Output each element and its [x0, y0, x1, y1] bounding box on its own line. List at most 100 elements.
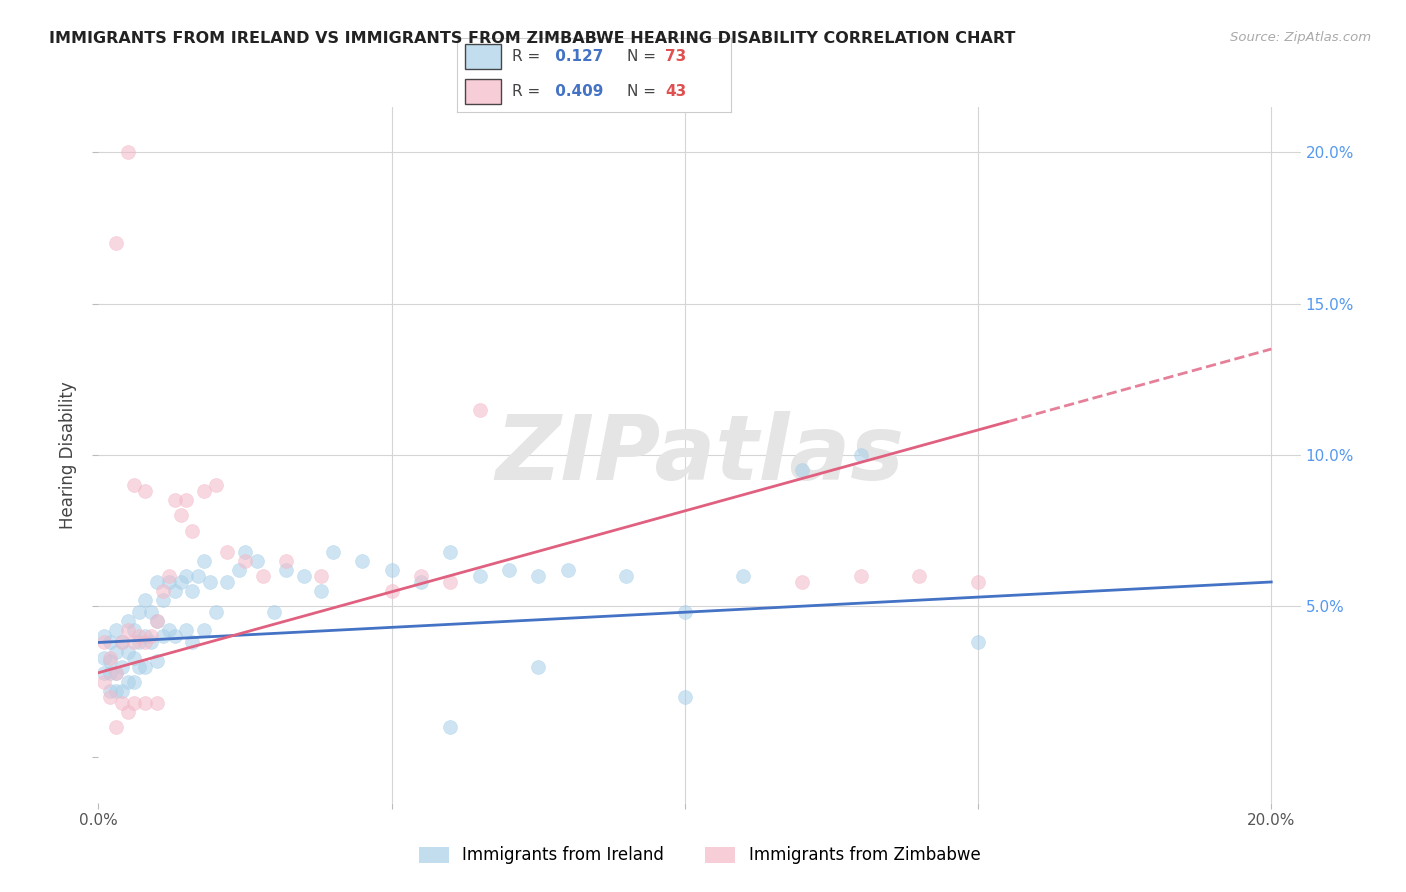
Point [146, 574, 169, 589]
Point [111, 635, 134, 649]
Point [204, 478, 226, 492]
Point [117, 624, 139, 638]
Point [134, 696, 156, 710]
Point [967, 574, 990, 589]
Point [128, 635, 150, 649]
Point [193, 624, 215, 638]
Point [468, 569, 491, 583]
Point [163, 629, 186, 643]
Point [93, 650, 115, 665]
Point [146, 654, 169, 668]
Point [157, 569, 180, 583]
Point [146, 696, 169, 710]
Text: N =: N = [627, 84, 661, 98]
Point [134, 629, 156, 643]
Point [93, 629, 115, 643]
Text: Source: ZipAtlas.com: Source: ZipAtlas.com [1230, 31, 1371, 45]
Point [614, 569, 637, 583]
Point [128, 659, 150, 673]
Point [176, 624, 198, 638]
Point [105, 644, 128, 658]
Point [409, 574, 432, 589]
Legend: Immigrants from Ireland, Immigrants from Zimbabwe: Immigrants from Ireland, Immigrants from… [412, 839, 987, 871]
Point [908, 569, 931, 583]
Point [128, 629, 150, 643]
Point [233, 545, 256, 559]
Point [673, 690, 696, 704]
Point [117, 644, 139, 658]
Point [527, 569, 550, 583]
Point [439, 720, 461, 734]
Point [128, 605, 150, 619]
FancyBboxPatch shape [465, 79, 501, 104]
Point [233, 554, 256, 568]
Point [198, 574, 221, 589]
Point [122, 478, 145, 492]
Point [181, 584, 204, 599]
Point [117, 674, 139, 689]
Point [169, 508, 191, 523]
Point [157, 574, 180, 589]
Point [105, 684, 128, 698]
Point [98, 684, 121, 698]
Point [967, 635, 990, 649]
Point [163, 493, 186, 508]
Point [93, 635, 115, 649]
Point [274, 554, 297, 568]
Point [117, 145, 139, 160]
Point [134, 659, 156, 673]
Point [217, 545, 239, 559]
Point [111, 659, 134, 673]
Point [122, 635, 145, 649]
Point [146, 615, 169, 629]
Text: R =: R = [512, 84, 546, 98]
Point [157, 624, 180, 638]
Point [105, 720, 128, 734]
Point [309, 584, 332, 599]
Point [146, 615, 169, 629]
Point [141, 635, 163, 649]
Point [263, 605, 285, 619]
Point [181, 524, 204, 538]
Point [152, 584, 174, 599]
Text: 43: 43 [665, 84, 686, 98]
Point [176, 493, 198, 508]
Point [381, 563, 404, 577]
Text: ZIPatlas: ZIPatlas [495, 411, 904, 499]
Point [117, 705, 139, 719]
Point [849, 569, 872, 583]
Point [439, 545, 461, 559]
Text: 0.127: 0.127 [550, 49, 603, 64]
Point [105, 665, 128, 680]
Point [176, 569, 198, 583]
Point [122, 696, 145, 710]
Point [105, 236, 128, 251]
Point [141, 629, 163, 643]
FancyBboxPatch shape [465, 45, 501, 69]
Point [352, 554, 374, 568]
Point [468, 402, 491, 417]
Point [98, 654, 121, 668]
Point [673, 605, 696, 619]
Point [98, 635, 121, 649]
Text: R =: R = [512, 49, 546, 64]
Y-axis label: Hearing Disability: Hearing Disability [59, 381, 77, 529]
Point [117, 615, 139, 629]
Point [105, 665, 128, 680]
Point [193, 484, 215, 499]
Point [204, 605, 226, 619]
Point [790, 574, 813, 589]
Point [134, 484, 156, 499]
Point [122, 624, 145, 638]
Point [217, 574, 239, 589]
Point [163, 584, 186, 599]
Point [228, 563, 250, 577]
Text: 0.409: 0.409 [550, 84, 603, 98]
Point [134, 593, 156, 607]
Point [527, 659, 550, 673]
Point [181, 635, 204, 649]
Point [498, 563, 520, 577]
Point [309, 569, 332, 583]
Point [252, 569, 274, 583]
Point [152, 593, 174, 607]
